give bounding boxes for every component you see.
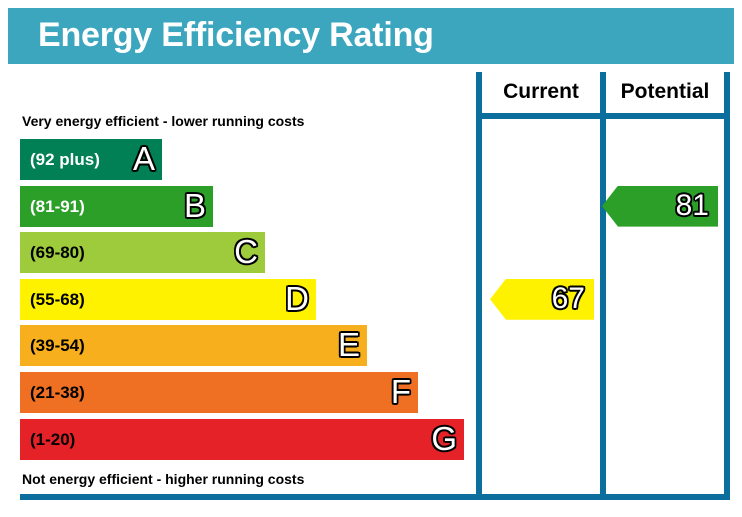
- band-range-label: (92 plus): [30, 150, 100, 169]
- table-divider-left: [476, 72, 482, 500]
- rating-band-d: (55-68) D: [20, 278, 316, 320]
- band-range-label: (69-80): [30, 243, 85, 263]
- caption-very-energy-efficient: Very energy efficient - lower running co…: [22, 113, 305, 129]
- rating-band-a: (92 plus) A: [20, 139, 162, 180]
- rating-value-current: 67: [551, 281, 585, 315]
- page-title: Energy Efficiency Rating: [38, 16, 434, 54]
- band-letter-label: D: [284, 279, 310, 318]
- band-letter-label: C: [233, 232, 259, 271]
- band-letter-label: B: [183, 186, 207, 225]
- band-range-label: (1-20): [30, 429, 76, 449]
- rating-arrow-current: 67: [490, 278, 594, 320]
- rating-arrow-potential: 81: [602, 185, 718, 227]
- rating-value-potential: 81: [675, 188, 709, 222]
- chart-title-bar: Energy Efficiency Rating: [8, 8, 734, 64]
- band-range-label: (21-38): [30, 383, 85, 402]
- band-letter-label: F: [390, 372, 412, 411]
- column-header-potential: Potential: [620, 80, 710, 103]
- band-letter-label: A: [132, 139, 156, 178]
- rating-band-c: (69-80) C: [20, 232, 265, 274]
- band-letter-label: E: [337, 325, 361, 364]
- rating-band-f: (21-38) F: [20, 372, 418, 413]
- band-range-label: (81-91): [30, 196, 85, 216]
- caption-not-energy-efficient: Not energy efficient - higher running co…: [22, 471, 305, 487]
- table-divider-right: [724, 72, 730, 500]
- rating-band-e: (39-54) E: [20, 325, 367, 367]
- rating-band-b: (81-91) B: [20, 185, 213, 227]
- band-range-label: (55-68): [30, 289, 85, 309]
- chart-bottom-border: [20, 494, 730, 500]
- column-header-underline: [476, 113, 730, 119]
- column-header-current: Current: [503, 80, 579, 103]
- band-range-label: (39-54): [30, 336, 85, 356]
- band-letter-label: G: [430, 419, 458, 458]
- rating-band-g: (1-20) G: [20, 418, 464, 460]
- table-divider-middle: [600, 72, 606, 500]
